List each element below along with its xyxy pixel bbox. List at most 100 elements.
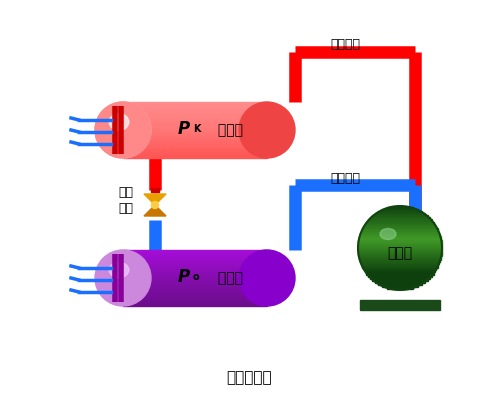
Bar bbox=[123, 150, 267, 151]
Bar bbox=[123, 123, 267, 125]
Circle shape bbox=[151, 201, 158, 209]
Bar bbox=[123, 296, 267, 297]
Ellipse shape bbox=[109, 262, 129, 278]
Bar bbox=[358, 245, 442, 247]
Bar bbox=[123, 130, 267, 131]
Bar bbox=[370, 276, 430, 279]
Bar bbox=[123, 286, 267, 287]
Bar bbox=[123, 302, 267, 304]
Bar bbox=[381, 285, 418, 287]
Bar bbox=[123, 121, 267, 122]
Bar bbox=[123, 125, 267, 127]
Bar bbox=[123, 152, 267, 154]
Ellipse shape bbox=[95, 250, 151, 306]
Bar bbox=[123, 102, 267, 103]
Bar bbox=[359, 253, 442, 256]
Text: 冷凝器: 冷凝器 bbox=[213, 123, 243, 137]
Bar bbox=[123, 119, 267, 120]
Bar bbox=[378, 283, 422, 285]
Ellipse shape bbox=[95, 102, 151, 158]
Bar bbox=[123, 283, 267, 284]
Bar bbox=[358, 242, 442, 245]
Ellipse shape bbox=[95, 102, 151, 158]
Bar bbox=[363, 228, 438, 230]
Bar bbox=[387, 207, 413, 209]
Bar bbox=[123, 273, 267, 275]
Ellipse shape bbox=[109, 113, 129, 131]
Bar bbox=[387, 287, 413, 289]
Bar bbox=[361, 232, 439, 234]
Bar bbox=[123, 272, 267, 273]
Bar bbox=[123, 132, 267, 133]
Bar bbox=[123, 111, 267, 112]
Bar bbox=[123, 138, 267, 139]
Bar bbox=[367, 272, 434, 275]
Bar bbox=[123, 143, 267, 144]
Bar bbox=[123, 297, 267, 298]
Bar bbox=[123, 258, 267, 259]
Bar bbox=[389, 264, 411, 282]
Bar bbox=[123, 107, 267, 109]
Bar bbox=[359, 255, 441, 258]
Bar bbox=[123, 256, 267, 257]
Bar bbox=[123, 151, 267, 152]
Bar bbox=[123, 144, 267, 146]
Text: 蒸发器: 蒸发器 bbox=[213, 271, 243, 285]
Bar bbox=[358, 247, 442, 249]
Bar bbox=[123, 104, 267, 105]
Bar bbox=[370, 217, 430, 220]
Bar bbox=[123, 263, 267, 265]
Bar bbox=[123, 129, 267, 130]
Bar bbox=[123, 267, 267, 268]
Bar bbox=[360, 234, 440, 237]
Bar bbox=[363, 265, 438, 268]
Bar bbox=[123, 146, 267, 147]
Bar bbox=[358, 249, 442, 252]
Bar bbox=[372, 278, 428, 281]
Bar bbox=[123, 268, 267, 269]
Bar bbox=[123, 295, 267, 296]
Bar bbox=[123, 305, 267, 306]
Bar bbox=[123, 147, 267, 148]
Bar bbox=[360, 259, 440, 262]
Bar bbox=[123, 290, 267, 291]
Bar bbox=[123, 271, 267, 272]
Bar bbox=[378, 211, 422, 214]
Bar bbox=[123, 103, 267, 104]
Bar bbox=[123, 261, 267, 262]
Bar bbox=[381, 209, 418, 211]
Bar bbox=[359, 240, 442, 243]
Polygon shape bbox=[144, 205, 166, 216]
Bar bbox=[123, 135, 267, 136]
Text: o: o bbox=[193, 272, 200, 282]
Bar bbox=[123, 257, 267, 258]
Bar bbox=[123, 137, 267, 138]
Text: P: P bbox=[178, 120, 190, 138]
Text: K: K bbox=[193, 124, 201, 134]
Bar bbox=[123, 300, 267, 302]
Text: P: P bbox=[178, 268, 190, 286]
Ellipse shape bbox=[239, 250, 295, 306]
Bar bbox=[123, 110, 267, 111]
Bar bbox=[123, 136, 267, 137]
Bar bbox=[365, 270, 435, 272]
Bar bbox=[123, 142, 267, 143]
Bar bbox=[123, 131, 267, 132]
Bar bbox=[372, 215, 428, 218]
Bar bbox=[123, 279, 267, 280]
Bar bbox=[123, 122, 267, 123]
Bar bbox=[123, 115, 267, 117]
Bar bbox=[123, 262, 267, 263]
Text: 高压部分: 高压部分 bbox=[330, 37, 360, 51]
Bar bbox=[123, 266, 267, 267]
Bar bbox=[123, 278, 267, 279]
Bar bbox=[361, 261, 439, 264]
Bar bbox=[123, 139, 267, 140]
Ellipse shape bbox=[239, 102, 295, 158]
Bar bbox=[123, 128, 267, 129]
Bar bbox=[123, 254, 267, 256]
Bar bbox=[123, 275, 267, 276]
Text: 压缩式制冷: 压缩式制冷 bbox=[226, 371, 272, 386]
Bar bbox=[123, 109, 267, 110]
Bar bbox=[123, 288, 267, 289]
